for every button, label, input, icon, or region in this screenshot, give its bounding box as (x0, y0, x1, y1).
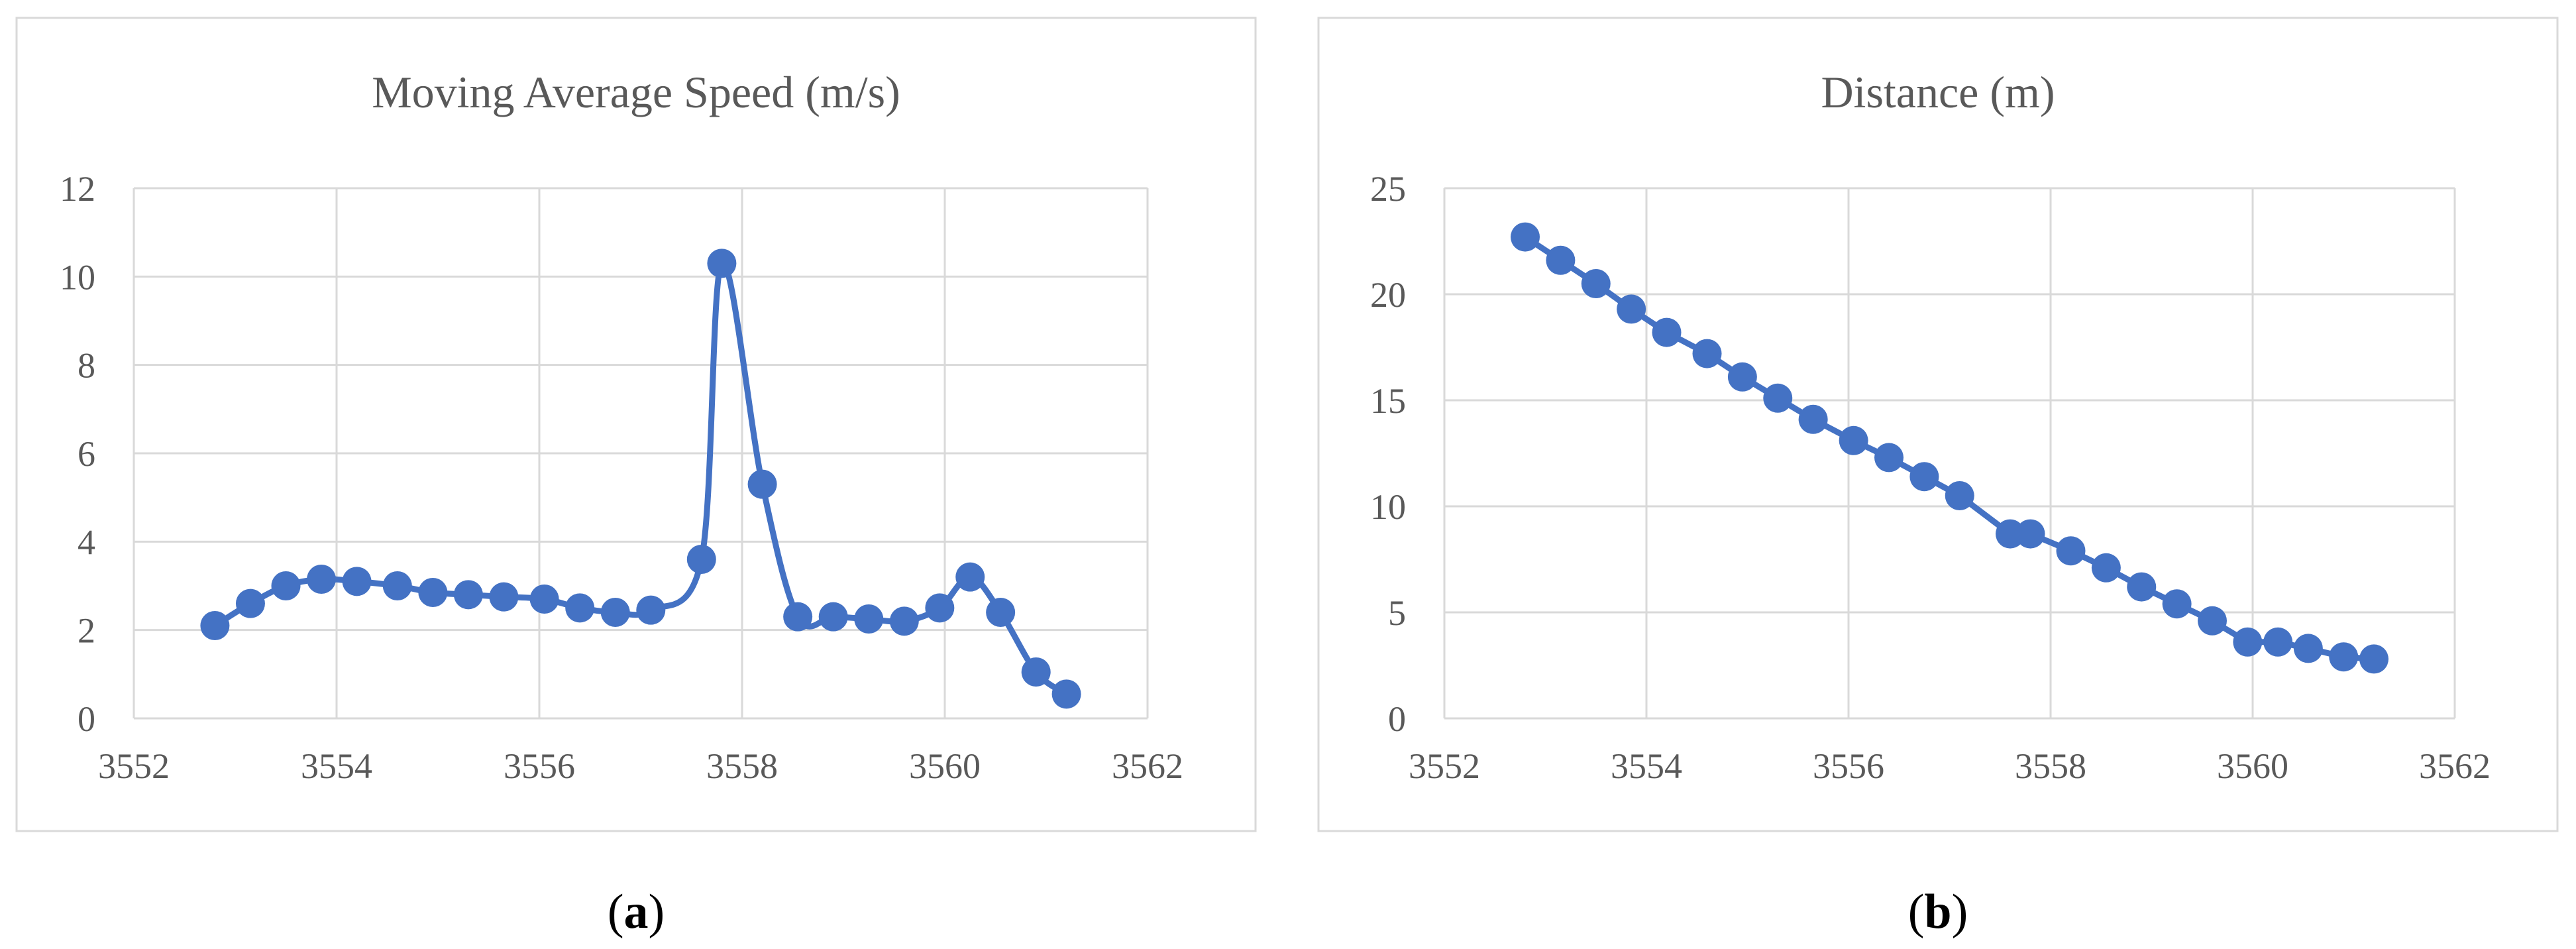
y-tick-label: 6 (78, 434, 95, 474)
y-tick-label: 12 (60, 169, 95, 209)
caption-close-paren: ) (1952, 885, 1968, 939)
data-point (2198, 606, 2227, 636)
data-point (200, 611, 230, 640)
data-point (986, 598, 1016, 627)
y-tick-label: 20 (1370, 275, 1406, 315)
data-point (2233, 627, 2263, 657)
data-point (565, 593, 595, 623)
data-point (235, 588, 265, 618)
y-tick-label: 15 (1370, 381, 1406, 421)
data-point (818, 602, 848, 632)
data-point (1763, 383, 1793, 413)
caption-open-paren: ( (608, 885, 624, 939)
data-point (2329, 642, 2359, 672)
x-tick-label: 3556 (1813, 746, 1884, 786)
data-point (453, 580, 483, 610)
data-point (2293, 634, 2323, 663)
data-point (1874, 443, 1904, 473)
x-tick-label: 3558 (2015, 746, 2086, 786)
data-point (418, 578, 448, 607)
data-point (636, 595, 666, 625)
y-tick-label: 2 (78, 611, 95, 651)
caption-letter: a (624, 885, 649, 939)
data-point (1692, 339, 1722, 368)
data-point (783, 602, 813, 632)
chart-frame (15, 17, 1257, 832)
figure-caption: (b) (1908, 885, 1968, 939)
data-point (1945, 481, 1974, 510)
data-point (1021, 657, 1051, 687)
data-point (686, 545, 716, 574)
data-point (747, 469, 777, 499)
figure-caption: (a) (608, 885, 665, 939)
data-point (2091, 553, 2121, 583)
x-tick-label: 3552 (98, 746, 170, 786)
caption-close-paren: ) (649, 885, 665, 939)
x-tick-label: 3560 (909, 746, 981, 786)
caption-open-paren: ( (1908, 885, 1925, 939)
x-tick-label: 3554 (301, 746, 372, 786)
x-tick-label: 3558 (706, 746, 778, 786)
data-point (2056, 536, 2086, 566)
chart-title: Distance (m) (1821, 67, 2055, 117)
data-point (889, 606, 919, 636)
x-tick-label: 3554 (1611, 746, 1682, 786)
y-tick-label: 10 (60, 257, 95, 297)
chart-title: Moving Average Speed (m/s) (372, 67, 900, 117)
data-point (1511, 222, 1540, 252)
data-point (1051, 679, 1081, 709)
data-point (307, 565, 337, 594)
x-tick-label: 3562 (1112, 746, 1183, 786)
x-tick-label: 3552 (1409, 746, 1480, 786)
chart-panel-b: Distance (m) 0 5 10 15 20 25 3552 3554 3556 3558 35… (1317, 17, 2559, 939)
data-point (1909, 462, 1939, 492)
y-tick-label: 10 (1370, 487, 1406, 527)
data-point (854, 604, 884, 634)
data-point (925, 593, 955, 623)
data-point (600, 598, 630, 627)
x-tick-label: 3560 (2217, 746, 2288, 786)
data-point (1617, 294, 1646, 324)
data-point (2162, 589, 2192, 619)
data-point (271, 571, 301, 600)
chart-frame (1317, 17, 2559, 832)
y-tick-label: 8 (78, 346, 95, 386)
data-point (1546, 245, 1576, 275)
chart-panel-a: Moving Average Speed (m/s) 0 2 4 6 8 10 12 3552 3… (15, 17, 1257, 939)
data-point (382, 571, 412, 600)
data-point (1996, 519, 2025, 549)
y-tick-label: 4 (78, 522, 95, 562)
data-point (955, 562, 985, 592)
data-point (1839, 425, 1868, 455)
y-tick-label: 0 (1388, 699, 1406, 739)
data-point (1652, 317, 1682, 347)
data-point (2263, 627, 2293, 657)
data-point (2127, 572, 2157, 602)
data-point (2359, 644, 2388, 674)
x-tick-label: 3556 (504, 746, 575, 786)
y-tick-label: 25 (1370, 169, 1406, 209)
data-point (1727, 362, 1757, 392)
x-tick-label: 3562 (2419, 746, 2491, 786)
caption-letter: b (1924, 885, 1951, 939)
y-tick-label: 0 (78, 699, 95, 739)
data-point (1798, 404, 1828, 434)
data-point (529, 585, 559, 614)
data-point (489, 582, 519, 612)
data-point (342, 567, 372, 596)
y-tick-label: 5 (1388, 593, 1406, 633)
data-point (707, 249, 737, 278)
data-point (1581, 269, 1611, 298)
data-point (2015, 519, 2045, 549)
